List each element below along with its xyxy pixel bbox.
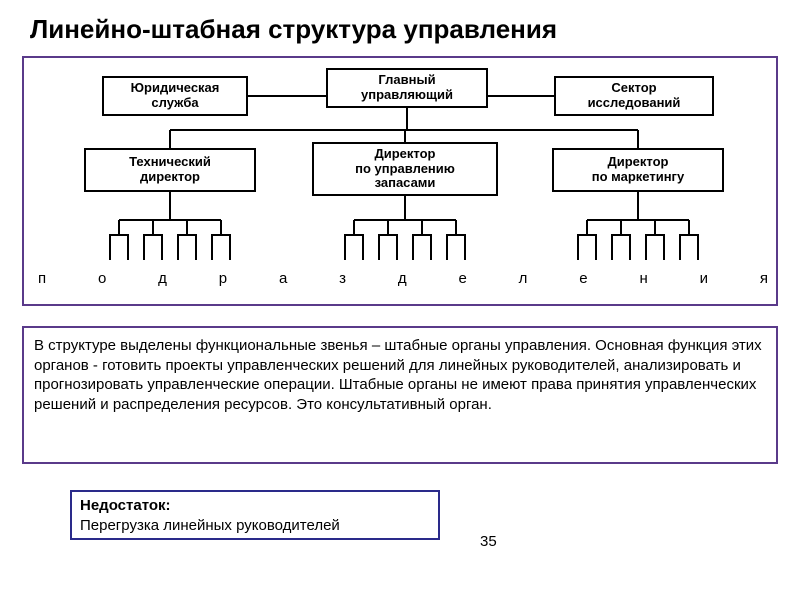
sub-unit — [143, 234, 163, 260]
sub-unit — [412, 234, 432, 260]
sub-unit — [577, 234, 597, 260]
page-title: Линейно-штабная структура управления — [30, 14, 557, 45]
sub-unit — [177, 234, 197, 260]
org-node-mid_mid: Директорпо управлениюзапасами — [312, 142, 498, 196]
page-number: 35 — [480, 533, 497, 550]
sub-unit — [109, 234, 129, 260]
drawback-panel: Недостаток: Перегрузка линейных руководи… — [70, 490, 440, 540]
sub-unit — [344, 234, 364, 260]
org-node-top_left: Юридическаяслужба — [102, 76, 248, 116]
org-node-top_right: Секторисследований — [554, 76, 714, 116]
sub-unit — [645, 234, 665, 260]
sub-unit — [446, 234, 466, 260]
org-node-mid_left: Техническийдиректор — [84, 148, 256, 192]
drawback-heading: Недостаток: — [80, 497, 171, 514]
sub-unit — [211, 234, 231, 260]
subdivisions-label: подразделения — [38, 270, 768, 287]
description-text: В структуре выделены функциональные звен… — [34, 337, 762, 413]
org-diagram: Юридическаяслужба Главныйуправляющий Секто… — [22, 56, 778, 306]
drawback-text: Перегрузка линейных руководителей — [80, 517, 340, 534]
sub-unit — [378, 234, 398, 260]
sub-unit — [679, 234, 699, 260]
sub-unit — [611, 234, 631, 260]
org-node-top_mid: Главныйуправляющий — [326, 68, 488, 108]
org-node-mid_right: Директорпо маркетингу — [552, 148, 724, 192]
description-panel: В структуре выделены функциональные звен… — [22, 326, 778, 464]
